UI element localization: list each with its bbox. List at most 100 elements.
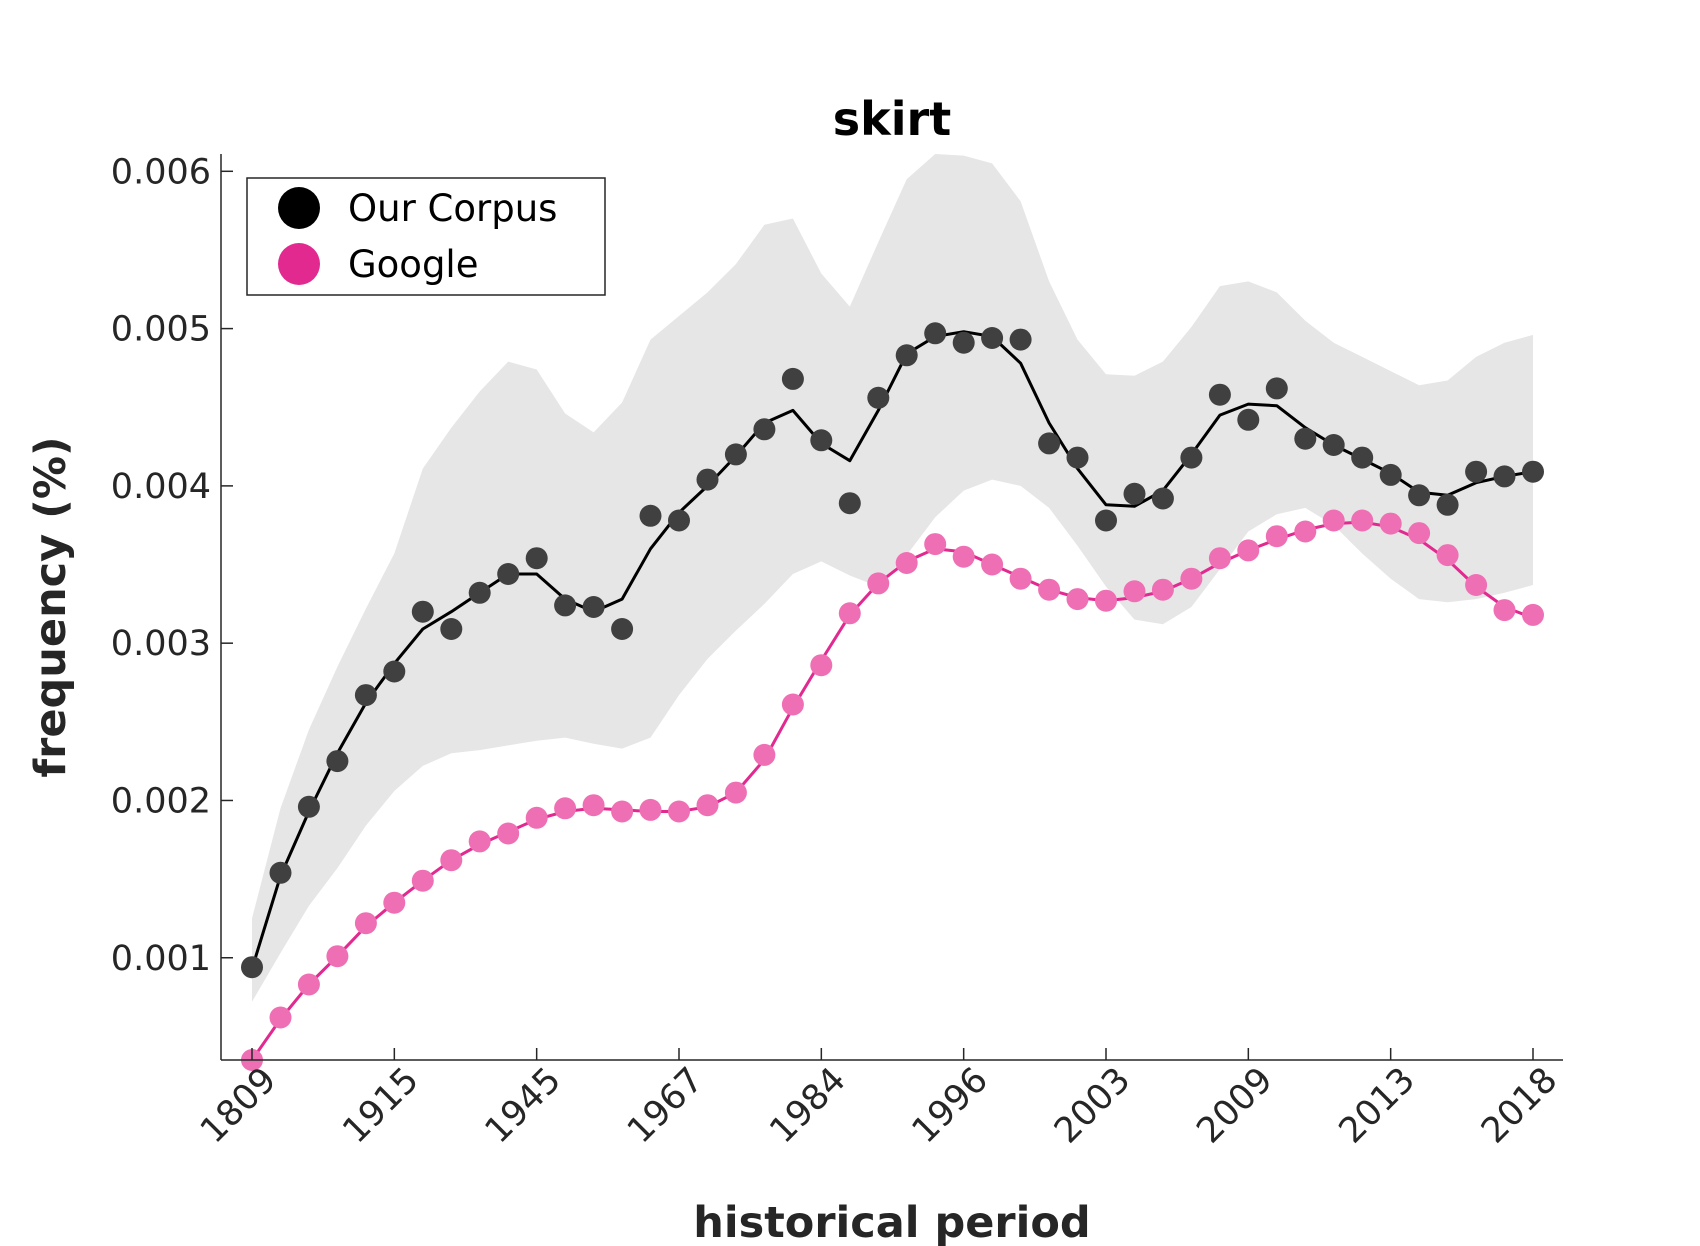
our-corpus-point xyxy=(241,956,263,979)
our-corpus-point xyxy=(1095,509,1117,532)
chart-title: skirt xyxy=(833,92,951,146)
y-tick-label: 0.005 xyxy=(111,310,211,350)
y-tick-label: 0.003 xyxy=(111,624,211,664)
google-point xyxy=(1151,578,1174,601)
our-corpus-point xyxy=(838,492,861,515)
google-point xyxy=(1208,547,1231,570)
our-corpus-point xyxy=(326,750,349,773)
our-corpus-point xyxy=(981,327,1004,349)
google-point xyxy=(326,945,349,968)
y-tick-label: 0.004 xyxy=(111,467,211,507)
google-point xyxy=(354,912,377,935)
our-corpus-point xyxy=(440,618,463,640)
google-point xyxy=(1038,578,1061,601)
our-corpus-point xyxy=(1493,465,1516,488)
google-point xyxy=(668,800,690,823)
our-corpus-point xyxy=(867,386,890,409)
google-point xyxy=(1237,539,1260,562)
our-corpus-point xyxy=(1237,408,1260,431)
google-point xyxy=(497,822,520,845)
google-point xyxy=(952,545,975,568)
google-point xyxy=(1522,603,1544,626)
x-tick-label: 1996 xyxy=(905,1060,996,1151)
our-corpus-point xyxy=(1123,482,1146,505)
google-point xyxy=(1408,522,1431,545)
google-point xyxy=(1180,567,1203,590)
google-point xyxy=(383,891,406,914)
series-line-layer xyxy=(250,330,1534,1061)
our-corpus-point xyxy=(668,509,690,532)
google-point xyxy=(895,552,918,574)
google-point xyxy=(639,798,662,821)
google-point xyxy=(1294,520,1317,543)
our-corpus-point xyxy=(269,861,292,884)
google-point xyxy=(867,572,890,595)
x-tick-label: 2009 xyxy=(1189,1060,1280,1151)
our-corpus-point xyxy=(1066,446,1089,469)
y-tick-label: 0.006 xyxy=(111,152,211,192)
google-point xyxy=(981,553,1004,576)
google-point xyxy=(1095,589,1117,612)
our-corpus-trend-line xyxy=(250,330,1534,970)
our-corpus-point xyxy=(1180,446,1203,469)
google-point xyxy=(924,533,947,556)
y-tick-label: 0.001 xyxy=(111,939,211,979)
legend: Our Corpus Google xyxy=(246,177,606,296)
x-tick-label: 2013 xyxy=(1332,1060,1423,1151)
confidence-band-layer xyxy=(252,154,1533,1002)
our-corpus-point xyxy=(1038,432,1061,455)
x-ticks: 1809 1915 1945 1967 1984 1996 2003 2009 2013 2018 xyxy=(193,1048,1565,1151)
our-corpus-point xyxy=(297,795,320,818)
google-trend-line xyxy=(250,520,1534,1061)
google-point xyxy=(440,849,463,872)
google-point xyxy=(1379,512,1402,535)
google-point xyxy=(582,794,605,817)
our-corpus-point xyxy=(497,563,520,585)
our-corpus-point xyxy=(468,581,491,604)
google-point xyxy=(468,830,491,853)
our-corpus-point xyxy=(1379,463,1402,486)
x-tick-label: 1967 xyxy=(620,1060,711,1151)
x-tick-label: 1809 xyxy=(193,1060,284,1151)
google-point xyxy=(753,743,776,766)
y-axis-label: frequency (%) xyxy=(26,436,76,777)
google-point xyxy=(1351,509,1374,532)
our-corpus-point xyxy=(1265,377,1288,400)
our-corpus-confidence-band xyxy=(252,154,1533,1002)
google-point xyxy=(810,654,833,677)
series-marker-layer xyxy=(241,322,1544,1071)
our-corpus-point xyxy=(810,429,833,452)
our-corpus-point xyxy=(1009,328,1032,351)
our-corpus-point xyxy=(781,367,804,390)
x-axis-label: historical period xyxy=(693,1198,1090,1246)
our-corpus-point xyxy=(924,322,947,345)
our-corpus-point xyxy=(753,418,776,441)
y-ticks: 0.001 0.002 0.003 0.004 0.005 0.006 xyxy=(111,152,233,979)
y-tick-label: 0.002 xyxy=(111,781,211,821)
our-corpus-point xyxy=(639,504,662,527)
google-point xyxy=(781,693,804,716)
google-point xyxy=(1123,580,1146,603)
google-point xyxy=(1465,574,1488,596)
google-point xyxy=(554,797,577,820)
google-point xyxy=(269,1006,292,1029)
axes xyxy=(220,154,1563,1061)
legend-label-google: Google xyxy=(348,243,478,286)
our-corpus-point xyxy=(724,443,747,466)
our-corpus-point xyxy=(1351,446,1374,469)
google-point xyxy=(297,973,320,996)
x-tick-label: 1984 xyxy=(762,1060,853,1151)
google-point xyxy=(1436,544,1459,567)
x-tick-label: 1915 xyxy=(335,1060,426,1151)
our-corpus-point xyxy=(554,594,577,617)
google-point xyxy=(1322,509,1345,532)
google-point xyxy=(1066,588,1089,611)
our-corpus-point xyxy=(1465,460,1488,483)
google-point xyxy=(1493,599,1516,622)
our-corpus-point xyxy=(354,684,377,707)
google-point xyxy=(1009,567,1032,590)
x-tick-label: 2003 xyxy=(1047,1060,1138,1151)
google-point xyxy=(611,800,634,823)
x-tick-label: 2018 xyxy=(1474,1060,1565,1151)
google-point xyxy=(696,794,719,817)
